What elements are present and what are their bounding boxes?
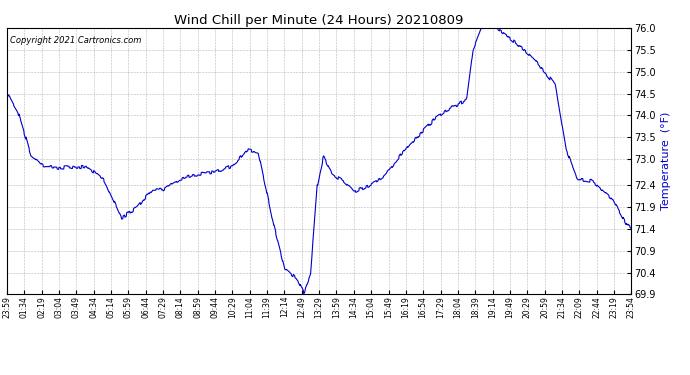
Title: Wind Chill per Minute (24 Hours) 20210809: Wind Chill per Minute (24 Hours) 2021080… xyxy=(175,14,464,27)
Y-axis label: Temperature  (°F): Temperature (°F) xyxy=(662,112,671,210)
Text: Copyright 2021 Cartronics.com: Copyright 2021 Cartronics.com xyxy=(10,36,141,45)
